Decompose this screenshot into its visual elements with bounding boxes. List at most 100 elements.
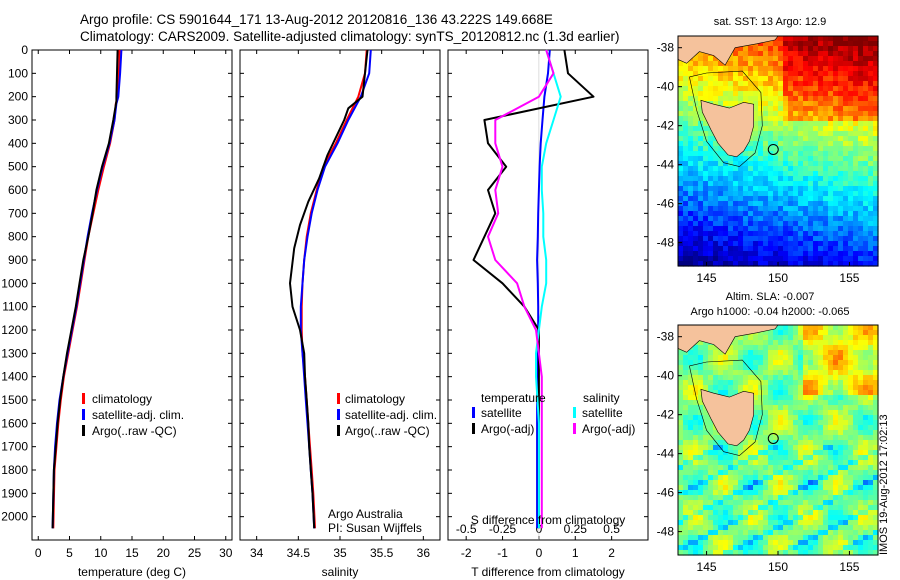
map-cell [748,385,754,391]
map-cell [733,495,739,501]
map-cell [843,171,849,177]
map-cell [823,131,829,137]
map-cell [733,465,739,471]
map-cell [713,440,719,446]
map-cell [838,151,844,157]
map-cell [743,91,749,97]
map-cell [773,101,779,107]
map-x-tick-label: 155 [839,560,859,574]
map-cell [723,211,729,217]
map-cell [688,116,694,122]
map-cell [758,126,764,132]
map-cell [763,236,769,242]
map-cell [858,535,864,541]
map-cell [748,465,754,471]
map-cell [723,216,729,222]
map-cell [868,56,874,62]
map-cell [688,156,694,162]
map-cell [698,86,704,92]
map-cell [848,345,854,351]
map-cell [708,355,714,361]
map-cell [728,191,734,197]
map-cell [718,146,724,152]
map-cell [818,390,824,396]
map-cell [788,226,794,232]
map-cell [838,445,844,451]
map-cell [683,525,689,531]
map-cell [853,226,859,232]
map-cell [683,66,689,72]
map-cell [838,430,844,436]
map-cell [783,375,789,381]
map-cell [868,430,874,436]
map-cell [723,510,729,516]
map-cell [798,136,804,142]
map-cell [778,101,784,107]
map-cell [868,251,874,257]
map-cell [753,515,759,521]
map-cell [743,360,749,366]
map-cell [778,550,784,556]
map-cell [868,41,874,47]
map-cell [803,455,809,461]
map-cell [793,46,799,52]
map-cell [838,375,844,381]
map-cell [708,365,714,371]
map-cell [833,71,839,77]
map-cell [678,530,684,536]
map-cell [848,221,854,227]
map-cell [678,171,684,177]
map-cell [828,435,834,441]
map-cell [858,61,864,67]
map-cell [713,490,719,496]
map-cell [748,51,754,57]
map-cell [863,201,869,207]
map-cell [723,261,729,267]
map-cell [828,56,834,62]
map-cell [688,191,694,197]
map-cell [693,415,699,421]
map-cell [833,151,839,157]
map-cell [868,460,874,466]
map-cell [758,56,764,62]
map-cell [743,256,749,262]
map-cell [768,86,774,92]
map-cell [763,51,769,57]
map-cell [743,61,749,67]
map-cell [843,231,849,237]
map-cell [793,425,799,431]
map-cell [783,535,789,541]
map-cell [703,365,709,371]
map-cell [698,161,704,167]
map-cell [693,395,699,401]
map-cell [808,420,814,426]
map-cell [818,525,824,531]
map-cell [738,251,744,257]
map-cell [693,525,699,531]
map-cell [778,156,784,162]
map-cell [798,126,804,132]
map-cell [748,81,754,87]
map-cell [763,61,769,67]
argo-location-marker [767,143,779,155]
map-cell [793,91,799,97]
map-cell [708,161,714,167]
map-cell [773,141,779,147]
map-cell [798,365,804,371]
map-cell [843,141,849,147]
map-cell [743,350,749,356]
map-cell [808,500,814,506]
map-cell [743,66,749,72]
y-tick-label: 800 [8,230,28,244]
map-cell [853,116,859,122]
map-cell [843,365,849,371]
map-cell [703,545,709,551]
map-cell [818,385,824,391]
map-cell [708,485,714,491]
map-cell [708,490,714,496]
map-cell [678,226,684,232]
map-cell [758,116,764,122]
map-cell [713,181,719,187]
map-cell [833,41,839,47]
sla-map: 145 150 155-38-40-42-44-46-48 [657,324,879,574]
